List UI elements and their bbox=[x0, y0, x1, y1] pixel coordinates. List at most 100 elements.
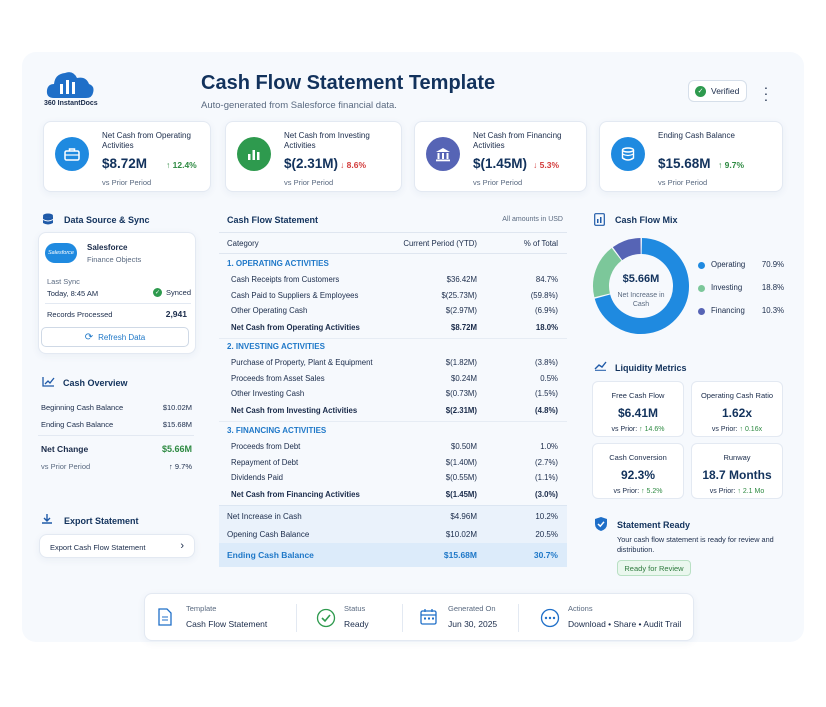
metric-prior-label: vs Prior: bbox=[613, 488, 640, 495]
kpi-card-3: Net Cash from Financing Activities $(1.4… bbox=[414, 121, 587, 192]
last-sync-label: Last Sync bbox=[47, 277, 80, 286]
metric-value: 92.3% bbox=[620, 468, 656, 482]
row-category: Purchase of Property, Plant & Equipment bbox=[231, 358, 373, 367]
page-subtitle: Auto-generated from Salesforce financial… bbox=[201, 100, 397, 111]
table-row: Cash Paid to Suppliers & Employees $(25.… bbox=[219, 291, 565, 305]
source-sub: Finance Objects bbox=[87, 255, 142, 264]
refresh-data-button[interactable]: ⟳ Refresh Data bbox=[41, 327, 189, 347]
table-row: Other Investing Cash $(0.73M) (1.5%) bbox=[219, 389, 565, 403]
table-row-total: Net Cash from Operating Activities $8.72… bbox=[219, 323, 565, 337]
donut-slice-operating bbox=[594, 238, 689, 334]
footer-value: Cash Flow Statement bbox=[186, 619, 268, 629]
summary-amount: $10.02M bbox=[445, 530, 477, 539]
units-note: All amounts in USD bbox=[502, 216, 563, 223]
logo: 360 InstantDocs bbox=[44, 68, 98, 110]
metric-card-2: Operating Cash Ratio 1.62x vs Prior: ↑ 0… bbox=[691, 381, 783, 437]
footer-divider bbox=[296, 604, 297, 632]
metric-card-4: Runway 18.7 Months vs Prior: ↑ 2.1 Mo bbox=[691, 443, 783, 499]
donut-slice-financing bbox=[612, 238, 642, 261]
metric-prior-label: vs Prior: bbox=[709, 488, 736, 495]
kpi-sub: vs Prior Period bbox=[102, 178, 152, 187]
row-percent: 0.5% bbox=[540, 373, 558, 383]
kpi-change: ↓ 5.3% bbox=[533, 160, 559, 170]
col-current-period: Current Period (YTD) bbox=[403, 239, 477, 248]
table-header: Category Current Period (YTD) % of Total bbox=[219, 239, 565, 253]
kpi-sub: vs Prior Period bbox=[284, 178, 334, 187]
divider bbox=[45, 303, 191, 304]
legend-name: Financing bbox=[711, 306, 745, 315]
kpi-card-1: Net Cash from Operating Activities $8.72… bbox=[43, 121, 211, 192]
kpi-change: ↑ 9.7% bbox=[718, 160, 744, 170]
last-sync-value: Today, 8:45 AM bbox=[47, 289, 99, 298]
check-icon: ✓ bbox=[695, 85, 706, 97]
kpi-label: Net Cash from Financing Activities bbox=[473, 131, 562, 150]
cash-overview-title: Cash Overview bbox=[63, 378, 128, 388]
cash-mix-title: Cash Flow Mix bbox=[615, 215, 678, 225]
row-percent: (1.5%) bbox=[535, 389, 558, 398]
chevron-right-icon: › bbox=[180, 540, 184, 552]
kpi-sub: vs Prior Period bbox=[658, 178, 708, 187]
row-amount: $(2.97M) bbox=[445, 306, 477, 315]
metric-change: vs Prior: ↑ 0.16x bbox=[711, 426, 763, 433]
row-amount: $(25.73M) bbox=[441, 290, 477, 300]
page-title: Cash Flow Statement Template bbox=[201, 72, 496, 94]
export-item-label: Export Cash Flow Statement bbox=[50, 543, 146, 552]
table-row: Dividends Paid $(0.55M) (1.1%) bbox=[219, 473, 565, 487]
summary-label: Opening Cash Balance bbox=[227, 530, 310, 539]
table-row: Proceeds from Debt $0.50M 1.0% bbox=[219, 442, 565, 456]
row-percent: (2.7%) bbox=[535, 457, 558, 467]
metric-prior-label: vs Prior: bbox=[611, 426, 638, 433]
table-row: Other Operating Cash $(2.97M) (6.9%) bbox=[219, 306, 565, 320]
shield-check-icon bbox=[595, 517, 607, 531]
ready-for-review-button[interactable]: Ready for Review bbox=[617, 560, 691, 576]
records-label: Records Processed bbox=[47, 310, 113, 319]
metric-card-3: Cash Conversion 92.3% vs Prior: ↑ 5.2% bbox=[592, 443, 684, 499]
total-percent: 18.0% bbox=[535, 322, 558, 332]
row-category: Other Investing Cash bbox=[231, 389, 305, 398]
metric-card-1: Free Cash Flow $6.41M vs Prior: ↑ 14.6% bbox=[592, 381, 684, 437]
refresh-label: Refresh Data bbox=[98, 332, 146, 342]
kpi-value: $(1.45M) bbox=[473, 156, 528, 171]
footer-divider bbox=[402, 604, 403, 632]
liquidity-card: Liquidity Metrics bbox=[582, 353, 792, 503]
legend-pct: 70.9% bbox=[761, 260, 784, 269]
summary-percent: 10.2% bbox=[535, 512, 558, 521]
total-category: Net Cash from Investing Activities bbox=[231, 405, 358, 415]
more-menu-icon[interactable]: · · · bbox=[763, 79, 769, 107]
metric-change: vs Prior: ↑ 14.6% bbox=[611, 426, 665, 433]
footer-item-template: Template Cash Flow Statement bbox=[158, 604, 308, 632]
summary-row: Opening Cash Balance $10.02M 20.5% bbox=[219, 530, 565, 544]
metric-prior-label: vs Prior: bbox=[711, 426, 738, 433]
metric-value: 1.62x bbox=[721, 406, 753, 420]
metric-label: Operating Cash Ratio bbox=[700, 391, 774, 400]
data-source-card: Data Source & Sync bbox=[30, 205, 202, 355]
total-percent: (3.0%) bbox=[535, 489, 558, 499]
kpi-change-value: 12.4% bbox=[172, 160, 197, 170]
prior-value: ↑ 9.7% bbox=[169, 462, 192, 471]
table-row-total: Net Cash from Financing Activities $(1.4… bbox=[219, 490, 565, 504]
kpi-label: Ending Cash Balance bbox=[658, 131, 735, 140]
total-category: Net Cash from Financing Activities bbox=[231, 489, 360, 499]
row-amount: $(1.40M) bbox=[445, 457, 477, 467]
metric-label: Runway bbox=[723, 453, 751, 462]
verified-label: Verified bbox=[711, 86, 740, 96]
total-percent: (4.8%) bbox=[535, 405, 558, 415]
export-cash-flow-button[interactable]: Export Cash Flow Statement › bbox=[39, 534, 195, 558]
data-source-title: Data Source & Sync bbox=[64, 215, 150, 225]
document-icon bbox=[158, 608, 172, 631]
prior-value-text: 9.7% bbox=[174, 462, 192, 471]
footer-divider bbox=[518, 604, 519, 632]
statement-title: Cash Flow Statement bbox=[227, 215, 319, 225]
footer-item-actions[interactable]: Actions Download • Share • Audit Trail bbox=[540, 604, 690, 632]
divider bbox=[219, 232, 567, 233]
download-icon bbox=[42, 514, 52, 524]
briefcase-icon bbox=[55, 137, 89, 171]
footer-value: Ready bbox=[344, 619, 369, 629]
total-amount: $8.72M bbox=[450, 322, 477, 332]
row-category: Proceeds from Asset Sales bbox=[231, 373, 325, 383]
coins-icon bbox=[611, 137, 645, 171]
verified-badge[interactable]: ✓ Verified bbox=[688, 80, 747, 102]
export-title: Export Statement bbox=[64, 516, 139, 526]
metric-label: Free Cash Flow bbox=[611, 391, 665, 400]
kpi-change: ↓ 8.6% bbox=[340, 160, 366, 170]
